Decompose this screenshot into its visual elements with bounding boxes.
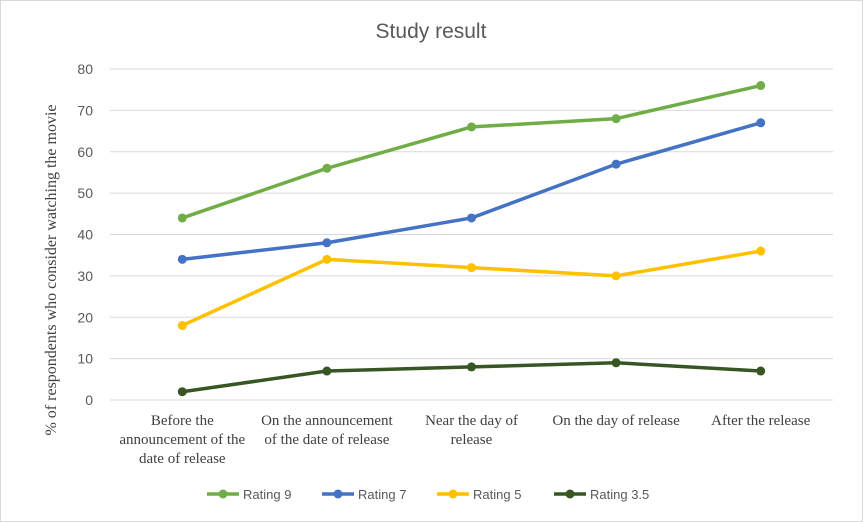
legend-label: Rating 7 <box>358 487 406 502</box>
data-point-rating-3-5 <box>611 358 621 368</box>
data-point-rating-7 <box>756 118 766 128</box>
data-point-rating-5 <box>177 321 187 331</box>
y-tick-label: 40 <box>77 227 93 243</box>
data-point-rating-9 <box>611 114 621 124</box>
x-tick-label-line: After the release <box>711 413 810 429</box>
x-tick-label: Before the announcement of the date of rel… <box>119 413 245 467</box>
x-tick-label-line: release <box>451 432 493 448</box>
data-point-rating-7 <box>177 254 187 264</box>
data-point-rating-5 <box>756 246 766 256</box>
data-point-rating-3-5 <box>177 387 187 397</box>
x-tick-label: Near the day of release <box>425 413 518 448</box>
x-tick-label-line: Before the <box>151 413 214 429</box>
x-tick-label-line: date of release <box>139 451 226 467</box>
legend-item-rating-3-5: Rating 3.5 <box>554 487 649 502</box>
x-tick-label-line: On the announcement <box>261 413 393 429</box>
y-tick-labels: 0 10 20 30 40 50 60 70 80 <box>77 61 93 408</box>
data-point-rating-9 <box>756 81 766 91</box>
data-point-rating-9 <box>467 122 476 132</box>
x-tick-label-line: Near the day of <box>425 413 518 429</box>
data-point-rating-9 <box>177 213 187 223</box>
data-point-rating-7 <box>322 238 332 248</box>
legend-item-rating-7: Rating 7 <box>322 487 406 502</box>
x-tick-label-line: announcement of the <box>119 432 245 448</box>
x-tick-label-line: On the day of release <box>552 413 680 429</box>
data-point-rating-3-5 <box>467 362 476 372</box>
y-tick-label: 80 <box>77 61 93 77</box>
series-line-rating-5 <box>180 249 763 328</box>
legend-marker <box>218 489 228 499</box>
series-lines <box>177 81 766 397</box>
legend-item-rating-5: Rating 5 <box>437 487 521 502</box>
y-axis-label: % of respondents who consider watching t… <box>43 104 60 435</box>
legend-marker <box>333 489 343 499</box>
y-tick-label: 20 <box>77 309 93 325</box>
legend-label: Rating 5 <box>473 487 521 502</box>
y-tick-label: 60 <box>77 144 93 160</box>
y-tick-label: 70 <box>77 102 93 118</box>
y-tick-label: 10 <box>77 351 93 367</box>
data-point-rating-5 <box>611 271 621 281</box>
legend-label: Rating 9 <box>243 487 291 502</box>
y-tick-label: 50 <box>77 185 93 201</box>
y-tick-label: 0 <box>85 392 93 408</box>
gridlines <box>110 68 833 401</box>
legend-item-rating-9: Rating 9 <box>207 487 291 502</box>
x-tick-labels: Before the announcement of the date of rel… <box>119 413 810 467</box>
legend-marker <box>448 489 458 499</box>
x-tick-label: On the day of release <box>552 413 680 429</box>
x-tick-label-line: of the date of release <box>264 432 389 448</box>
data-point-rating-5 <box>322 254 332 264</box>
data-point-rating-3-5 <box>322 366 332 376</box>
series-line-rating-7 <box>180 121 763 262</box>
chart-title: Study result <box>376 20 487 43</box>
data-point-rating-7 <box>467 213 476 223</box>
legend-marker <box>565 489 575 499</box>
legend: Rating 9 Rating 7 Rating 5 Rating 3.5 <box>207 487 649 502</box>
data-point-rating-7 <box>611 159 621 169</box>
data-point-rating-9 <box>322 163 332 173</box>
x-tick-label: After the release <box>711 413 810 429</box>
x-tick-label: On the announcement of the date of releas… <box>261 413 393 448</box>
legend-label: Rating 3.5 <box>590 487 649 502</box>
data-point-rating-3-5 <box>756 366 766 376</box>
y-tick-label: 30 <box>77 268 93 284</box>
data-point-rating-5 <box>467 263 476 273</box>
